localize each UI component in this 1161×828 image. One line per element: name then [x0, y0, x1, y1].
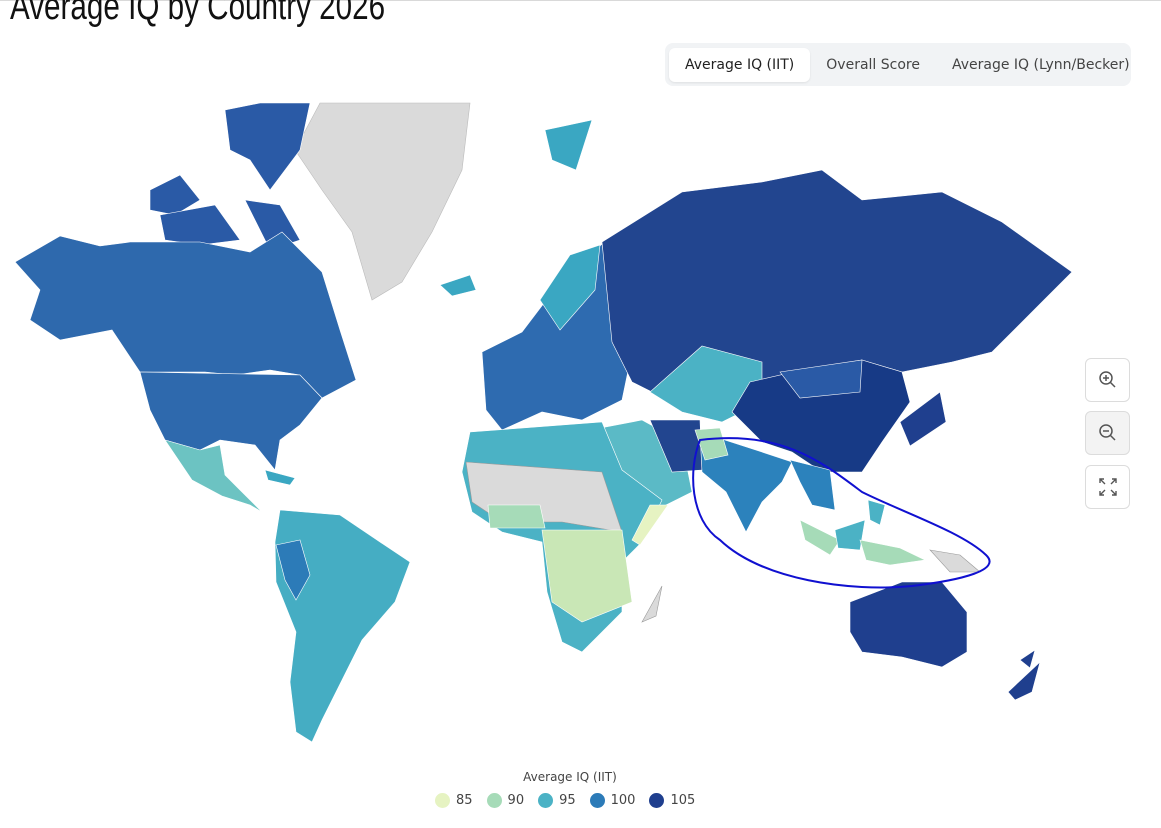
country: [834, 519, 866, 551]
country: [631, 504, 669, 546]
legend-item[interactable]: 95: [538, 793, 576, 808]
country: [541, 529, 633, 623]
legend-label: 95: [559, 793, 576, 808]
country: [899, 391, 947, 447]
country: [929, 549, 981, 573]
country: [159, 204, 241, 246]
legend-item[interactable]: 105: [649, 793, 695, 808]
legend-swatch: [486, 793, 502, 808]
legend-label: 100: [610, 793, 636, 808]
country: [779, 359, 863, 399]
country: [164, 439, 263, 513]
country: [274, 509, 411, 743]
legend-item[interactable]: 100: [589, 793, 636, 808]
fullscreen-button[interactable]: [1085, 465, 1130, 509]
legend-item[interactable]: 90: [486, 793, 525, 808]
legend-label: 90: [507, 793, 525, 808]
zoom-out-button[interactable]: [1085, 411, 1130, 455]
tab[interactable]: Overall Score: [826, 56, 920, 73]
country: [544, 119, 593, 171]
country: [487, 504, 546, 529]
legend: 85 90 95 100 105: [435, 793, 695, 808]
country: [799, 519, 841, 556]
legend-swatch: [538, 793, 554, 808]
country: [275, 539, 311, 601]
country: [539, 244, 601, 331]
country: [789, 459, 836, 511]
country: [1007, 661, 1041, 701]
zoom-in-icon: [1099, 371, 1116, 388]
fullscreen-icon: [1099, 478, 1117, 496]
country: [641, 585, 663, 623]
legend-label: 85: [456, 793, 473, 808]
legend-swatch: [589, 793, 605, 808]
divider: [0, 0, 1161, 1]
country: [859, 539, 927, 566]
country: [849, 581, 968, 668]
legend-swatch: [649, 793, 665, 808]
legend-label: 105: [670, 793, 696, 808]
country: [264, 469, 296, 486]
country: [139, 371, 323, 471]
tab[interactable]: Average IQ (IIT): [669, 47, 811, 82]
world-map: [14, 102, 1073, 743]
country: [867, 499, 886, 526]
country: [149, 174, 201, 216]
country: [439, 274, 477, 297]
tab-bar: Average IQ (IIT) Overall Score Average I…: [665, 43, 1131, 86]
page-title: Average IQ by Country 2026: [10, 0, 386, 28]
annotation-outline: [692, 437, 991, 589]
country: [224, 102, 311, 191]
zoom-in-button[interactable]: [1085, 358, 1130, 402]
country: [1019, 649, 1036, 669]
country: [601, 169, 1073, 393]
country: [694, 427, 729, 461]
legend-title: Average IQ (IIT): [523, 770, 617, 784]
tab[interactable]: Average IQ (Lynn/Becker): [951, 56, 1130, 73]
legend-item[interactable]: 85: [435, 793, 473, 808]
legend-swatch: [435, 793, 450, 808]
country: [294, 102, 471, 301]
country: [699, 431, 793, 533]
zoom-out-icon: [1099, 424, 1116, 441]
